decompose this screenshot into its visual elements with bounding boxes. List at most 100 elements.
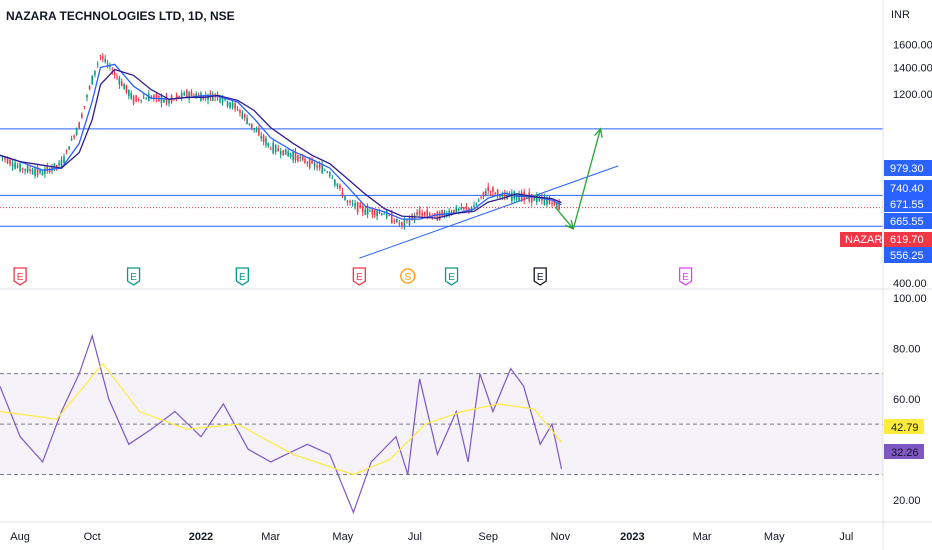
candle-body	[453, 209, 455, 214]
last-price-label: 619.70	[890, 234, 924, 246]
event-letter: E	[537, 272, 544, 283]
candle-body	[60, 159, 63, 168]
candle-body	[14, 162, 16, 169]
candle-body	[221, 97, 224, 104]
candle-body	[73, 135, 75, 138]
event-marker[interactable]: E	[678, 267, 693, 286]
candle-body	[55, 164, 58, 167]
earnings-marker-shape	[533, 267, 547, 286]
candle-body	[91, 75, 94, 85]
candle-body	[229, 102, 231, 108]
candle-body	[272, 142, 274, 154]
candle-body	[255, 129, 258, 133]
candle-body	[24, 168, 26, 171]
time-tick-label: Jul	[408, 531, 422, 543]
event-marker[interactable]: E	[235, 267, 249, 286]
candle-body	[503, 193, 506, 197]
trend-line	[359, 165, 619, 259]
candle-body	[219, 95, 221, 103]
candle-body	[323, 170, 326, 172]
candle-body	[80, 114, 83, 119]
time-tick-label: Sep	[478, 531, 498, 543]
price-level-label: 665.55	[890, 216, 924, 228]
candle-body	[366, 206, 369, 215]
candle-body	[326, 171, 329, 173]
candle-body	[336, 183, 339, 187]
candle-body	[289, 153, 292, 157]
price-level-label: 740.40	[890, 183, 924, 195]
candle-body	[406, 219, 408, 221]
earnings-marker-shape	[352, 267, 366, 286]
candle-body	[548, 197, 551, 205]
candle-body	[403, 219, 406, 226]
candle-body	[34, 168, 36, 176]
event-marker[interactable]: E	[533, 267, 547, 286]
candle-body	[339, 185, 341, 189]
candle-body	[153, 95, 155, 99]
candle-body	[306, 162, 309, 164]
candle-body	[11, 163, 14, 167]
last-price-label-bg	[884, 232, 932, 247]
price-tick-label: 1400.00	[893, 62, 932, 74]
event-marker[interactable]: S	[400, 268, 416, 284]
candle-body	[378, 211, 381, 213]
event-marker[interactable]: E	[126, 267, 141, 286]
rsi-tick-label: 100.00	[893, 293, 927, 305]
rsi-pane[interactable]	[0, 333, 883, 515]
currency-label: INR	[891, 9, 910, 21]
symbol-tag: NAZARA	[845, 234, 890, 246]
candle-body	[313, 162, 316, 167]
candle-body	[468, 208, 470, 210]
candle-body	[234, 103, 236, 109]
rsi-tick-label: 80.00	[893, 343, 921, 355]
candle-body	[113, 72, 116, 76]
chart-title: NAZARA TECHNOLOGIES LTD, 1D, NSE	[6, 9, 235, 23]
candle-body	[413, 215, 416, 221]
candle-body	[558, 202, 560, 210]
rsi-tick-label: 20.00	[893, 495, 921, 507]
event-marker[interactable]: E	[352, 267, 366, 286]
candle-body	[543, 196, 546, 205]
candle-body	[538, 196, 541, 201]
candle-body	[292, 152, 294, 161]
candle-body	[53, 163, 56, 170]
candle-body	[178, 95, 180, 99]
candle-body	[116, 76, 118, 78]
candle-body	[253, 128, 255, 130]
event-marker[interactable]: E	[444, 267, 459, 286]
candle-body	[46, 165, 49, 172]
event-marker[interactable]: E	[13, 267, 27, 286]
candle-body	[423, 211, 426, 216]
candle-body	[140, 99, 142, 101]
candle-body	[86, 95, 88, 98]
green-arrow-down	[555, 207, 574, 230]
candle-body	[297, 155, 299, 162]
candle-body	[299, 157, 302, 159]
candle-body	[269, 148, 272, 150]
candle-body	[197, 94, 200, 96]
time-tick-label: May	[764, 531, 785, 543]
candle-body	[354, 203, 356, 207]
candle-body	[555, 202, 558, 209]
candle-body	[70, 139, 73, 141]
candle-body	[183, 92, 186, 96]
earnings-marker-shape	[235, 267, 249, 286]
price-level-label-bg	[884, 160, 932, 176]
candle-body	[446, 214, 448, 216]
candle-body	[241, 111, 244, 119]
candle-body	[6, 158, 9, 164]
candle-body	[508, 193, 511, 197]
candle-body	[168, 99, 170, 104]
candle-body	[489, 190, 492, 193]
price-tick-label: 400.00	[893, 278, 927, 290]
earnings-marker-shape	[13, 267, 27, 286]
candle-body	[282, 150, 284, 156]
event-letter: S	[404, 272, 411, 283]
candle-body	[106, 63, 109, 65]
candle-body	[248, 123, 251, 125]
earnings-marker-shape	[444, 267, 459, 286]
candle-body	[145, 98, 148, 100]
candle-body	[533, 195, 536, 201]
